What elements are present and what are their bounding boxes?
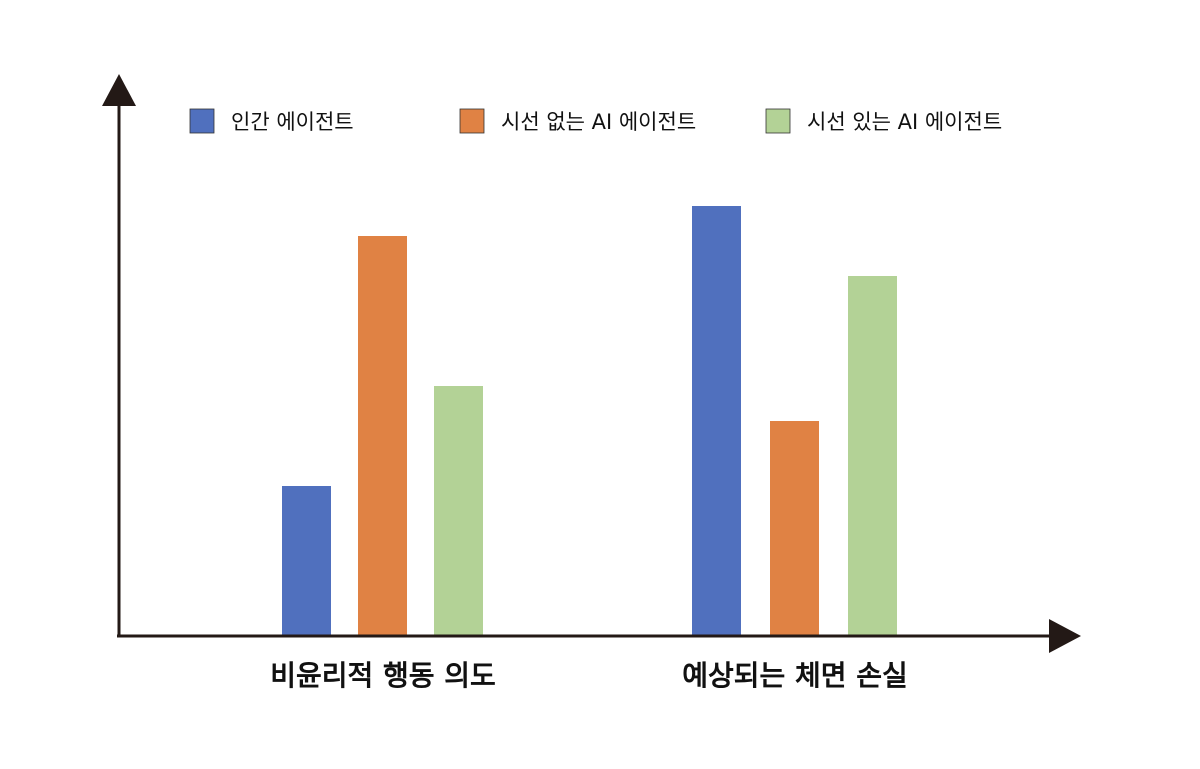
category-label-2: 예상되는 체면 손실 [682,659,908,692]
bar-series1-cat2 [692,206,741,636]
legend-label-2: 시선 없는 AI 에이전트 [501,110,696,134]
legend-label-1: 인간 에이전트 [231,110,354,134]
bar-series2-cat2 [770,421,819,636]
axes [102,74,1081,653]
legend-label-3: 시선 있는 AI 에이전트 [807,110,1002,134]
legend-swatch-3 [765,108,791,134]
x-axis-arrow [1049,619,1081,653]
bar-series3-cat1 [434,386,483,636]
bar-series3-cat2 [848,276,897,636]
bar-series2-cat1 [358,236,407,636]
category-label-1: 비윤리적 행동 의도 [270,659,496,692]
legend-swatch-2 [459,108,485,134]
bar-series1-cat1 [282,486,331,636]
legend: 인간 에이전트 시선 없는 AI 에이전트 시선 있는 AI 에이전트 [189,108,1002,134]
y-axis-arrow [102,74,136,106]
legend-swatch-1 [189,108,215,134]
category-labels: 비윤리적 행동 의도 예상되는 체면 손실 [270,659,908,692]
bars [282,206,897,636]
